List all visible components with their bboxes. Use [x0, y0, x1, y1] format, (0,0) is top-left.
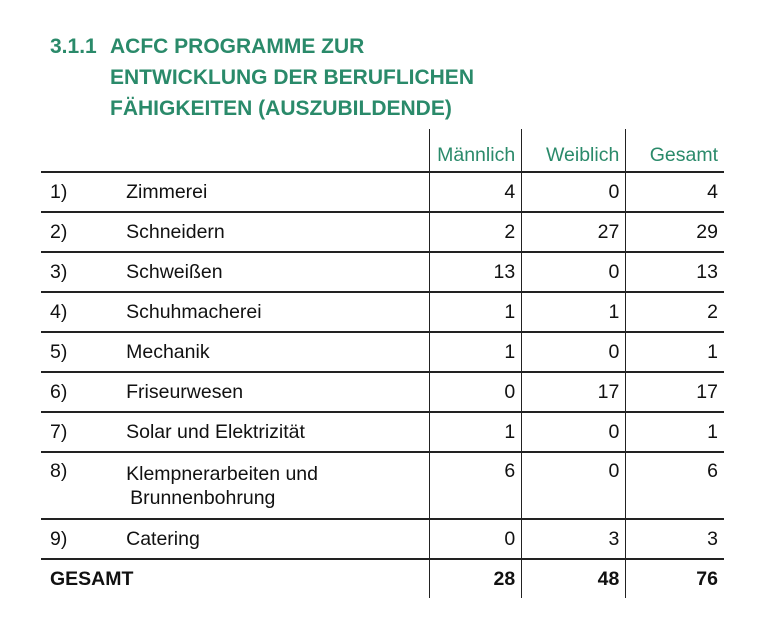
row-total: 2: [625, 291, 724, 332]
totals-female: 48: [521, 558, 626, 598]
section-heading: 3.1.1 ACFC PROGRAMME ZUR ENTWICKLUNG DER …: [50, 31, 474, 124]
row-male: 13: [429, 251, 522, 292]
row-trade: Schweißen: [126, 251, 430, 292]
row-trade: Catering: [126, 518, 430, 559]
row-total: 1: [625, 411, 724, 452]
table-row: 3) Schweißen 13 0 13: [41, 251, 724, 292]
row-trade: Klempnerarbeiten und Brunnenbohrung: [126, 451, 430, 519]
row-male: 1: [429, 411, 522, 452]
row-total: 13: [625, 251, 724, 292]
row-trade: Schneidern: [126, 211, 430, 252]
row-trade-line-2: Brunnenbohrung: [130, 486, 276, 509]
table-header-row: Männlich Weiblich Gesamt: [41, 129, 724, 172]
row-trade: Solar und Elektrizität: [126, 411, 430, 452]
trainees-table: Männlich Weiblich Gesamt 1) Zimmerei 4 0…: [41, 129, 724, 598]
totals-label: GESAMT: [41, 558, 430, 598]
column-header-female: Weiblich: [521, 129, 626, 172]
row-female: 0: [521, 411, 626, 452]
row-female: 0: [521, 171, 626, 212]
row-male: 0: [429, 518, 522, 559]
row-female: 17: [521, 371, 626, 412]
row-female: 27: [521, 211, 626, 252]
row-male: 0: [429, 371, 522, 412]
row-male: 6: [429, 451, 522, 519]
row-female: 0: [521, 251, 626, 292]
row-index: 3): [41, 251, 127, 292]
row-index: 8): [41, 451, 127, 519]
table-row: 2) Schneidern 2 27 29: [41, 211, 724, 252]
column-header-total: Gesamt: [625, 129, 724, 172]
row-index: 7): [41, 411, 127, 452]
row-male: 1: [429, 291, 522, 332]
row-index: 9): [41, 518, 127, 559]
row-total: 29: [625, 211, 724, 252]
row-total: 1: [625, 331, 724, 372]
table-row: 6) Friseurwesen 0 17 17: [41, 371, 724, 412]
totals-row: GESAMT 28 48 76: [41, 558, 724, 598]
table-row: 1) Zimmerei 4 0 4: [41, 171, 724, 212]
row-index: 4): [41, 291, 127, 332]
row-female: 1: [521, 291, 626, 332]
totals-total: 76: [625, 558, 724, 598]
row-index: 1): [41, 171, 127, 212]
totals-male: 28: [429, 558, 522, 598]
row-male: 1: [429, 331, 522, 372]
heading-line-2: ENTWICKLUNG DER BERUFLICHEN: [110, 66, 474, 89]
row-male: 2: [429, 211, 522, 252]
row-female: 3: [521, 518, 626, 559]
row-male: 4: [429, 171, 522, 212]
table-row: 9) Catering 0 3 3: [41, 518, 724, 559]
row-index: 6): [41, 371, 127, 412]
row-total: 6: [625, 451, 724, 519]
row-trade: Schuhmacherei: [126, 291, 430, 332]
row-index: 5): [41, 331, 127, 372]
table-row: 8) Klempnerarbeiten und Brunnenbohrung 6 …: [41, 451, 724, 519]
table-row: 4) Schuhmacherei 1 1 2: [41, 291, 724, 332]
row-female: 0: [521, 451, 626, 519]
row-total: 4: [625, 171, 724, 212]
heading-line-1: ACFC PROGRAMME ZUR: [110, 35, 365, 58]
row-total: 3: [625, 518, 724, 559]
row-trade: Friseurwesen: [126, 371, 430, 412]
row-trade: Zimmerei: [126, 171, 430, 212]
section-number: 3.1.1: [50, 35, 97, 58]
row-female: 0: [521, 331, 626, 372]
row-total: 17: [625, 371, 724, 412]
row-index: 2): [41, 211, 127, 252]
column-header-male: Männlich: [429, 129, 522, 172]
table-row: 5) Mechanik 1 0 1: [41, 331, 724, 372]
row-trade-line-1: Klempnerarbeiten und: [126, 462, 318, 485]
row-trade: Mechanik: [126, 331, 430, 372]
table-row: 7) Solar und Elektrizität 1 0 1: [41, 411, 724, 452]
heading-line-3: FÄHIGKEITEN (AUSZUBILDENDE): [110, 97, 452, 120]
